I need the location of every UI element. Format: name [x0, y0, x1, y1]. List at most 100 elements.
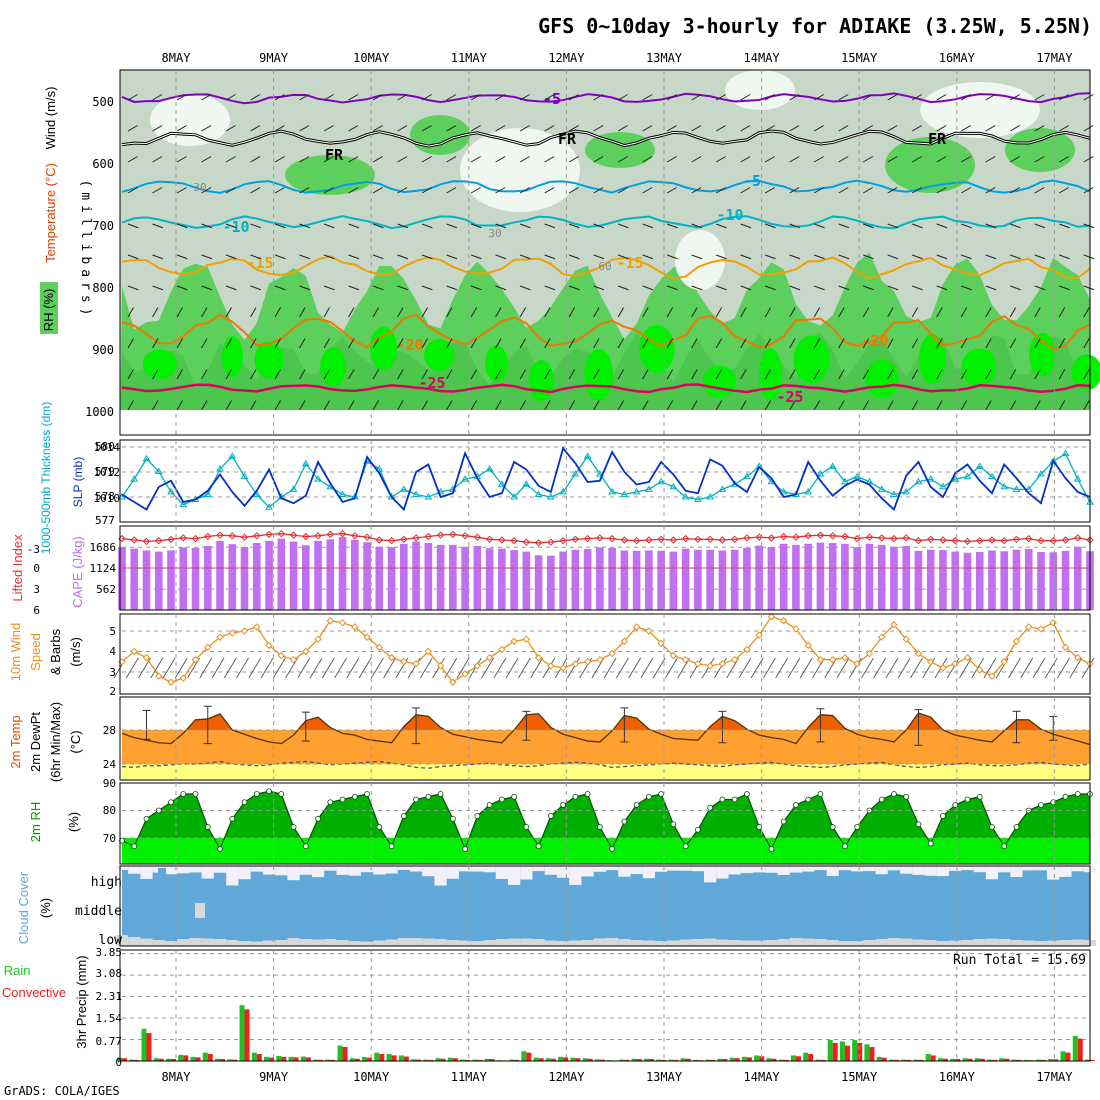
wind-barb [372, 338, 379, 349]
lifted-index-point [1000, 536, 1008, 545]
cloud-level-label: low [99, 933, 123, 948]
rh2m-point [780, 818, 787, 825]
wind10-point [240, 627, 249, 635]
cloud-low-bar [642, 940, 656, 946]
ylabel-slp: SLP (mb) [71, 457, 85, 507]
cloud-high-clear [348, 866, 361, 876]
rh2m-point [217, 846, 223, 852]
precip-total-bar [398, 1055, 404, 1061]
wind10-point [277, 651, 285, 660]
precip-tick: 1.54 [96, 1012, 123, 1025]
wind-barb [789, 369, 796, 380]
precip-conv-bar [979, 1058, 985, 1061]
wind-barb [862, 187, 873, 194]
wind-barb [201, 94, 212, 101]
cape-bar [596, 547, 604, 610]
date-label-top: 9MAY [259, 51, 289, 65]
thickness-point [841, 477, 849, 485]
cloud-high-clear [311, 866, 325, 878]
wind-barb [617, 187, 628, 194]
wind-barb [912, 285, 923, 291]
wind-barb [225, 223, 237, 229]
cloud-high-clear [238, 866, 251, 880]
rh-contour-label: 30 [488, 227, 501, 240]
cape-bar [828, 543, 837, 610]
lifted-index-point [191, 534, 200, 543]
wind-barb [936, 187, 947, 194]
lifted-index-point [951, 536, 959, 545]
thickness-point [1000, 482, 1009, 490]
slp-line [121, 446, 1091, 512]
wind-barb [666, 400, 674, 411]
wind-barb [299, 187, 310, 194]
wind-barb [568, 338, 576, 349]
wind-barb [348, 156, 359, 163]
wind10-barb [346, 657, 360, 679]
wind-barb [274, 223, 286, 229]
cloud-low-bar [128, 937, 141, 946]
rh-moist-patch [285, 155, 375, 195]
wind-barb [764, 307, 772, 318]
wind-barb [544, 285, 556, 291]
precip-conv-bar [844, 1045, 850, 1061]
rh2m-point [694, 826, 701, 833]
wind10-point [927, 658, 935, 666]
date-label-bottom: 9MAY [259, 1070, 289, 1084]
cloud-high-clear [189, 866, 202, 873]
rh2m-point [388, 843, 395, 850]
wind-barb [838, 307, 845, 318]
rh2m-point [302, 843, 309, 850]
date-label-top: 8MAY [162, 51, 192, 65]
precip-total-bar [545, 1058, 551, 1061]
cloud-low-bar [483, 940, 496, 946]
lifted-index-point [522, 538, 531, 546]
wind-barb [740, 94, 751, 101]
rh2m-point [486, 802, 493, 808]
wind-barb [495, 338, 502, 349]
precip-total-bar [325, 1059, 331, 1061]
cloud-high-clear [336, 866, 349, 875]
rh2m-point [413, 796, 419, 803]
wind10-point [939, 664, 947, 672]
cloud-low-bar [593, 938, 606, 946]
lifted-index-point [363, 533, 371, 541]
cape-bar [657, 550, 665, 610]
wind-barb [887, 285, 899, 291]
wind-barb [936, 94, 947, 101]
rh2m-point [192, 791, 199, 797]
precip-conv-bar [158, 1058, 164, 1061]
lifted-index-point [547, 538, 555, 546]
wind-barb [1009, 187, 1021, 194]
rh-saturation-blob [369, 326, 398, 370]
cape-bar [461, 546, 469, 610]
precip-total-bar [202, 1052, 208, 1061]
cape-bar [939, 550, 947, 610]
wind10-barb [701, 657, 715, 679]
wind-barb [960, 156, 971, 163]
thickness-point [706, 493, 715, 500]
wind-barb [274, 369, 281, 380]
wind-barb [593, 223, 605, 229]
wind-barb [642, 94, 653, 101]
cloud-low-bar [985, 938, 999, 946]
wind-barb [789, 156, 800, 163]
rh-saturation-blob [424, 338, 455, 371]
cloud-low-bar [311, 939, 325, 946]
cloud-low-bar [949, 940, 962, 946]
rh2m-point [1013, 824, 1020, 830]
wind-barb [740, 400, 747, 411]
wind-barb [250, 94, 261, 101]
wind-barb [225, 156, 236, 163]
wind-barb [225, 254, 237, 260]
precip-conv-bar [624, 1059, 630, 1061]
wind-barb [666, 94, 677, 101]
wind10-point [253, 623, 261, 631]
wind-barb [152, 223, 164, 229]
wind-barb [642, 285, 654, 291]
wind-barb [348, 369, 355, 380]
precip-conv-bar [906, 1059, 912, 1061]
precip-total-bar [337, 1045, 343, 1061]
precip-conv-bar [550, 1058, 556, 1061]
precip-conv-bar [318, 1059, 324, 1061]
wind-barb [691, 400, 698, 411]
